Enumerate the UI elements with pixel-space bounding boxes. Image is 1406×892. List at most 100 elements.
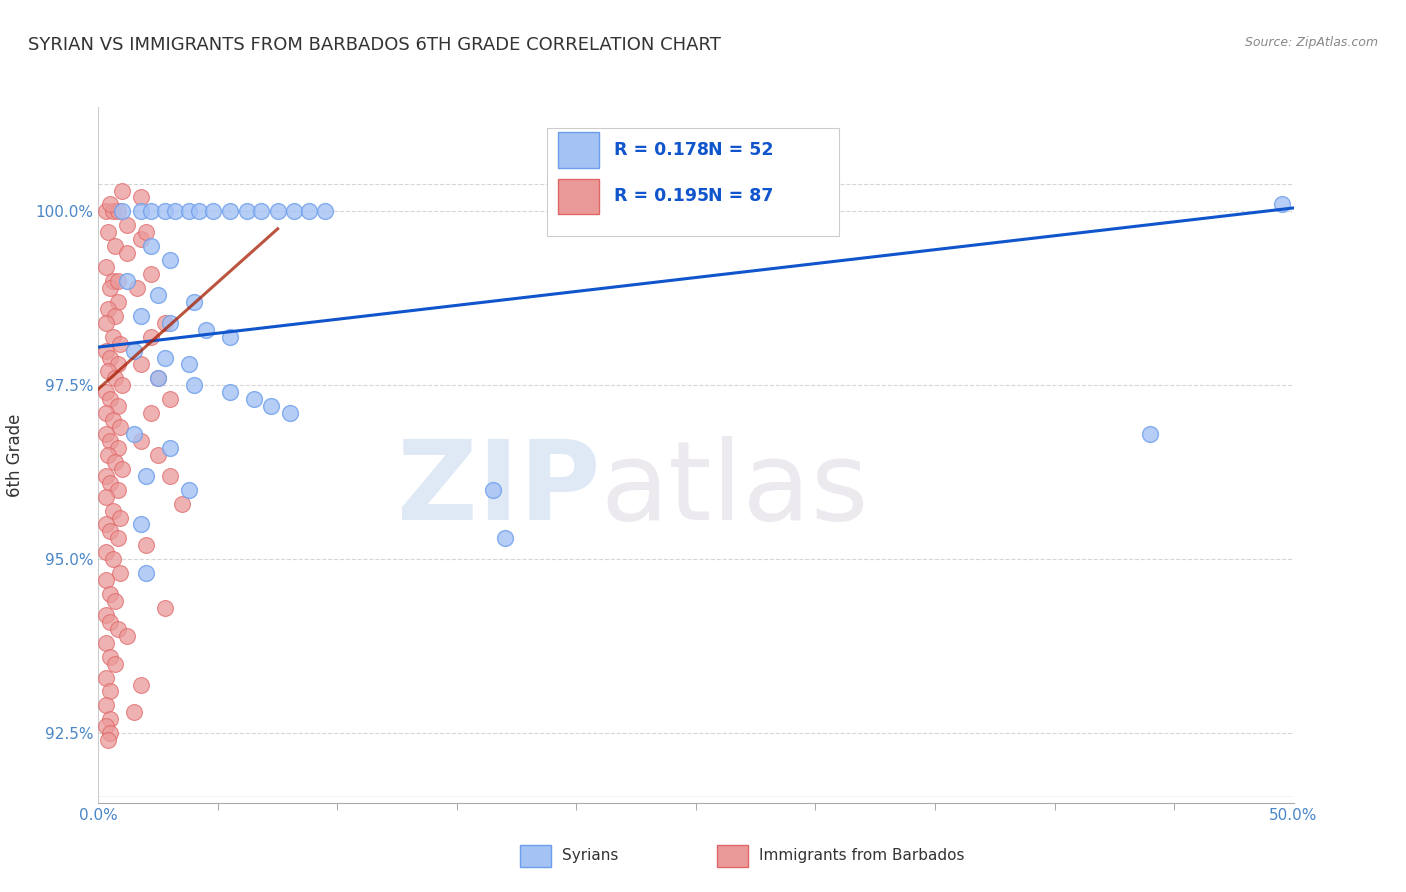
Point (94, 316, 117, 330)
Point (111, 204, 134, 219)
Point (94, 573, 117, 587)
Point (124, 427, 146, 442)
Point (155, 601, 177, 615)
Point (94, 260, 117, 274)
Point (278, 406, 301, 420)
Point (135, 468, 157, 483)
Point (259, 399, 281, 413)
Point (104, 455, 127, 469)
Point (98, 726, 122, 740)
Point (131, 358, 153, 372)
Point (179, 358, 201, 372)
Point (94, 719, 117, 733)
Point (94, 698, 117, 713)
Point (107, 399, 129, 413)
Point (148, 448, 170, 462)
Point (108, 420, 131, 434)
Point (107, 441, 129, 455)
Point (1139, 427, 1161, 442)
Text: N = 52: N = 52 (707, 141, 773, 159)
Point (494, 532, 516, 546)
Point (202, 204, 225, 219)
Point (115, 246, 138, 260)
Point (250, 204, 273, 219)
Point (267, 204, 290, 219)
Point (139, 406, 162, 420)
Point (101, 329, 124, 343)
Point (155, 204, 177, 219)
Point (194, 323, 217, 337)
Point (135, 538, 157, 552)
Point (94, 204, 117, 219)
Point (97, 301, 120, 316)
Point (139, 329, 162, 343)
Point (111, 462, 134, 476)
Point (219, 204, 242, 219)
Point (1271, 197, 1294, 211)
Point (139, 267, 162, 281)
Point (98, 434, 122, 448)
Point (98, 684, 122, 698)
Point (108, 566, 131, 581)
Point (159, 316, 181, 330)
Point (94, 385, 117, 400)
Point (235, 204, 257, 219)
Point (94, 406, 117, 420)
Point (94, 427, 117, 442)
Text: R = 0.178: R = 0.178 (614, 141, 709, 159)
Point (155, 351, 177, 365)
Point (115, 629, 138, 643)
Point (183, 294, 205, 309)
Point (131, 204, 153, 219)
Point (98, 615, 122, 629)
Point (101, 274, 124, 288)
Point (131, 309, 153, 323)
Point (98, 712, 122, 726)
Point (94, 517, 117, 532)
Point (139, 239, 162, 253)
Point (315, 204, 337, 219)
Point (94, 636, 117, 650)
Point (107, 622, 129, 636)
Point (131, 434, 153, 448)
Point (115, 219, 138, 233)
Point (131, 232, 153, 246)
Text: SYRIAN VS IMMIGRANTS FROM BARBADOS 6TH GRADE CORRELATION CHART: SYRIAN VS IMMIGRANTS FROM BARBADOS 6TH G… (28, 36, 721, 54)
Point (97, 448, 120, 462)
Point (98, 351, 122, 365)
Point (101, 552, 124, 566)
Point (187, 204, 209, 219)
Point (94, 490, 117, 504)
Point (101, 503, 124, 517)
Point (159, 441, 181, 455)
Point (124, 706, 146, 720)
Point (243, 392, 266, 407)
Point (219, 329, 242, 343)
Text: N = 87: N = 87 (707, 187, 773, 205)
Point (131, 517, 153, 532)
Point (107, 204, 129, 219)
Point (98, 197, 122, 211)
Point (108, 336, 131, 351)
Point (98, 475, 122, 490)
Point (97, 364, 120, 378)
Point (139, 204, 162, 219)
Point (219, 385, 242, 400)
Point (135, 225, 157, 239)
Text: atlas: atlas (600, 436, 869, 543)
Point (104, 594, 127, 608)
Point (159, 253, 181, 268)
Point (104, 309, 127, 323)
Point (94, 343, 117, 358)
Point (97, 225, 120, 239)
Point (131, 677, 153, 691)
Point (107, 294, 129, 309)
Point (159, 468, 181, 483)
Point (135, 566, 157, 581)
Point (111, 378, 134, 392)
Point (94, 468, 117, 483)
Point (131, 190, 153, 204)
Point (98, 524, 122, 539)
Point (179, 204, 201, 219)
Point (94, 607, 117, 622)
